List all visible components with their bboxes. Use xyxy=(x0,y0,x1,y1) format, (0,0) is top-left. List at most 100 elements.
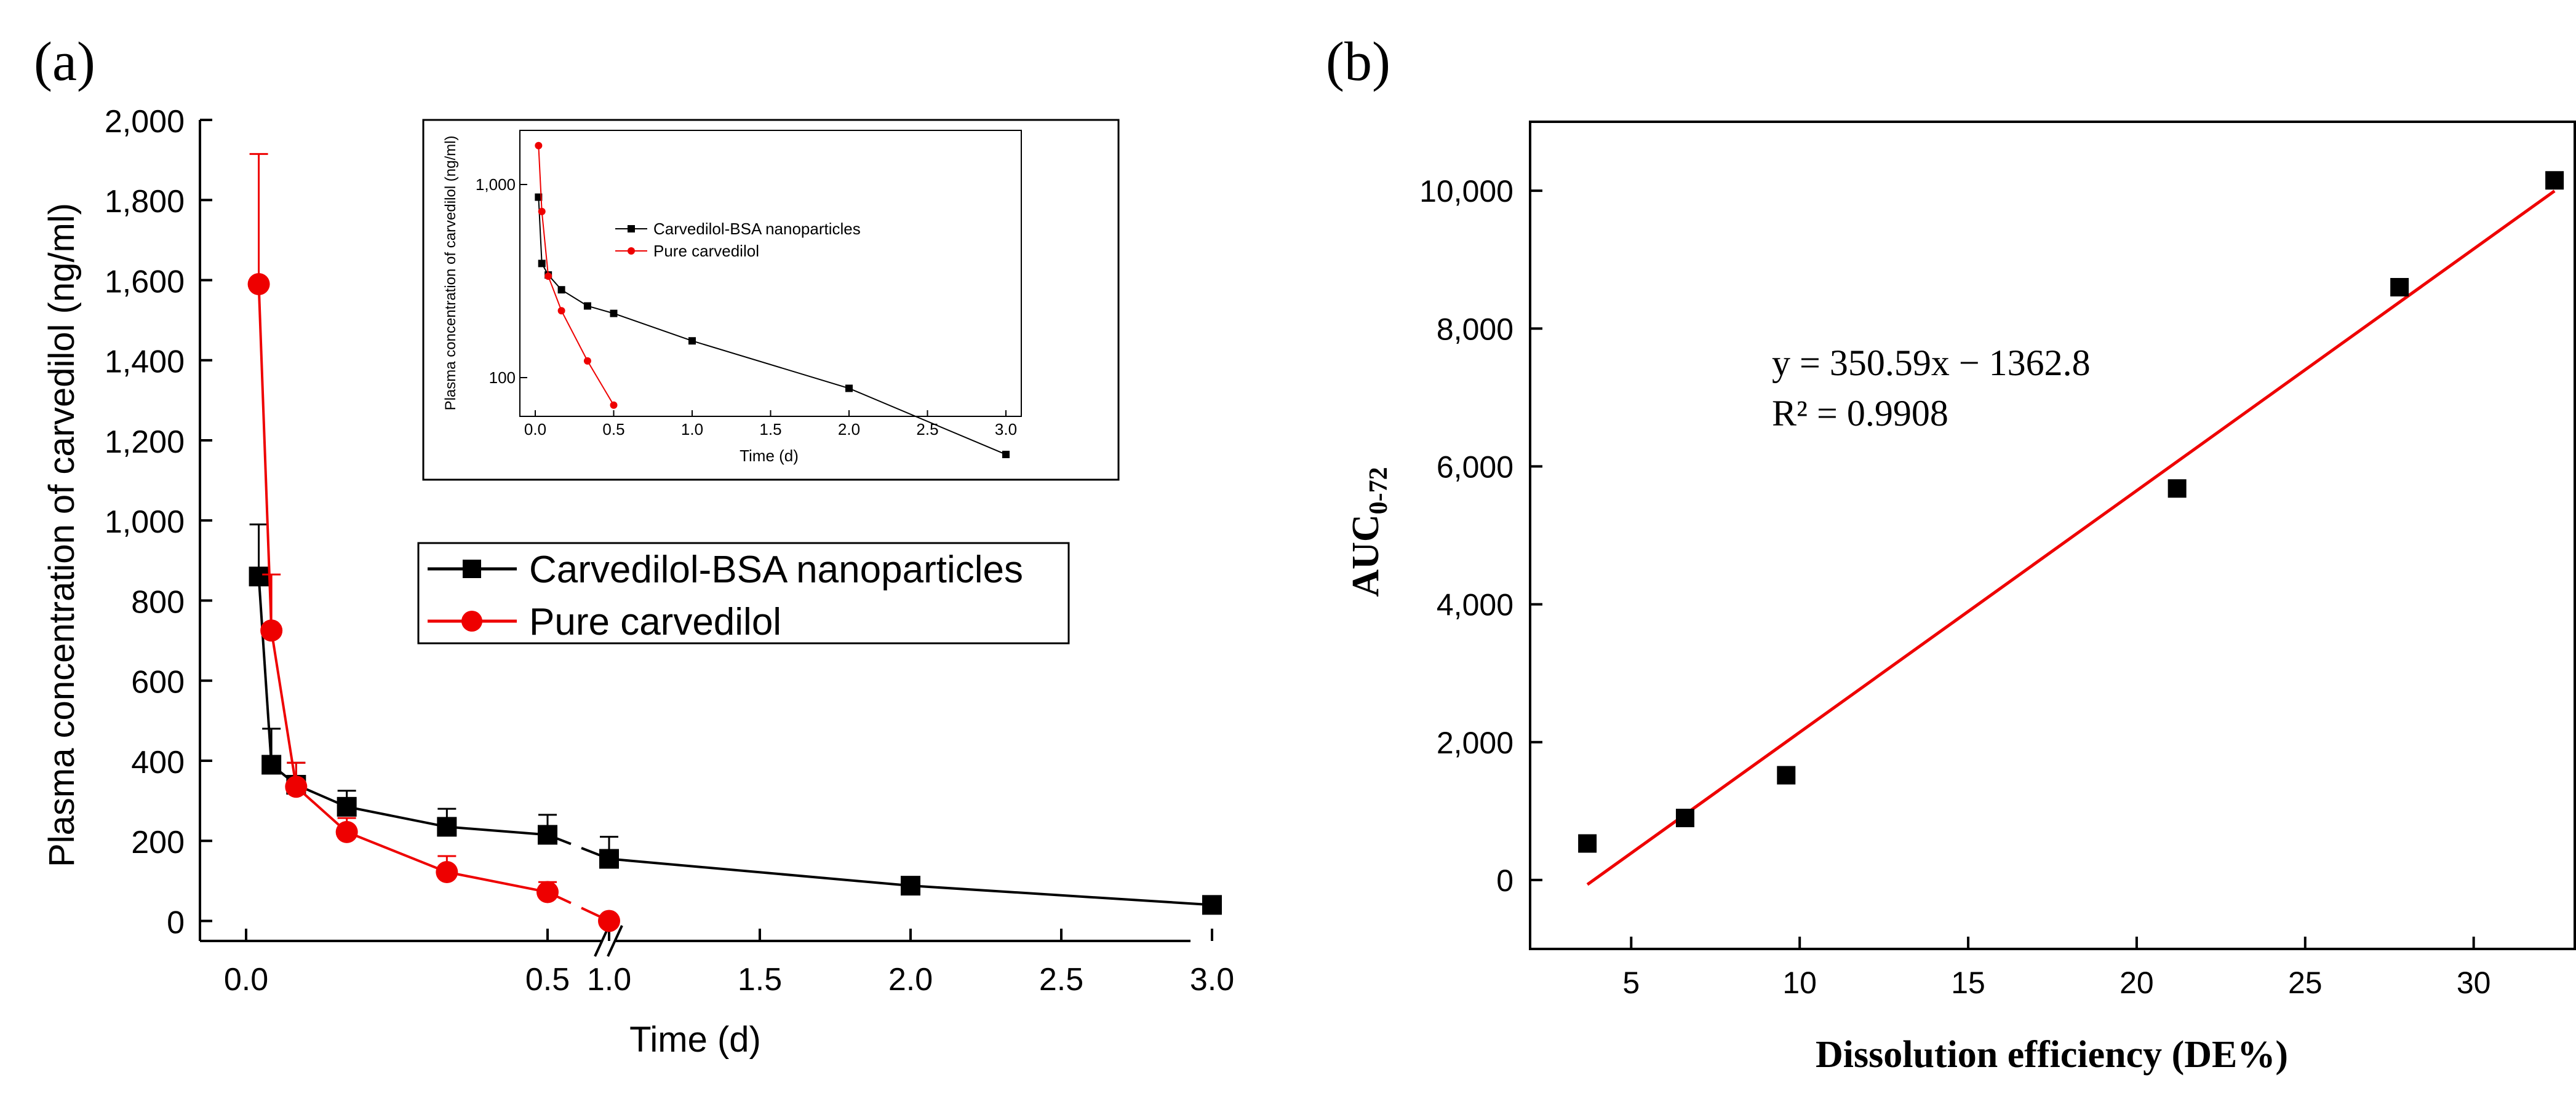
data-point-circle xyxy=(335,820,358,843)
y-tick-label: 1,000 xyxy=(105,504,185,540)
panel-b-x-ticks: 5 10 15 20 25 30 xyxy=(1622,937,2490,1000)
y-tick-label: 2,000 xyxy=(105,104,185,140)
data-point-square xyxy=(337,796,357,817)
series-line-segment xyxy=(346,831,448,873)
y-tick-label: 1,200 xyxy=(105,424,185,460)
series-line-segment xyxy=(270,630,298,787)
inset-point-square xyxy=(845,384,853,392)
inset-x-tick-label: 1.5 xyxy=(759,420,781,438)
inset-point-circle xyxy=(544,272,552,280)
legend-label-pure: Pure carvedilol xyxy=(529,601,781,643)
inset-frame xyxy=(422,119,1120,481)
panel-a-label: (a) xyxy=(34,31,95,92)
x-tick-label: 20 xyxy=(2119,966,2154,1000)
scatter-point xyxy=(1675,809,1694,828)
inset-point-circle xyxy=(610,401,618,409)
regression-line xyxy=(1586,189,2556,886)
x-tick-label: 5 xyxy=(1622,966,1640,1000)
panel-a-y-label: Plasma concentration of carvedilol (ng/m… xyxy=(42,203,82,867)
y-tick-label: 4,000 xyxy=(1437,588,1513,622)
inset-x-tick-label: 0.5 xyxy=(602,420,624,438)
series-line-segment xyxy=(295,785,348,833)
data-point-circle xyxy=(436,860,458,883)
scatter-point xyxy=(1777,766,1796,785)
data-point-circle xyxy=(598,910,620,932)
panel-a-axes xyxy=(199,120,1190,957)
y-tick-label: 6,000 xyxy=(1437,450,1513,484)
series-line-segment xyxy=(447,825,548,836)
x-tick-label: 2.5 xyxy=(1039,962,1083,998)
y-tick-label: 0 xyxy=(1496,863,1513,898)
y-tick-label: 800 xyxy=(131,584,185,620)
inset-y-tick-label: 100 xyxy=(489,368,516,387)
inset-point-square xyxy=(535,193,543,201)
x-tick-label: 2.0 xyxy=(888,962,933,998)
inset-point-square xyxy=(688,337,696,345)
panel-a-y-ticks: 0 200 400 600 800 1,000 1,200 1,400 1,600 1,800 2,… xyxy=(105,104,212,940)
series-line-segment xyxy=(346,805,447,828)
x-tick-label: 1.5 xyxy=(738,962,782,998)
scatter-point xyxy=(2390,278,2409,296)
y-tick-label: 1,400 xyxy=(105,344,185,380)
inset-point-square xyxy=(1002,450,1010,458)
x-tick-label: 0.5 xyxy=(525,962,570,998)
panel-b-points xyxy=(1578,171,2564,853)
r-squared-annotation: R² = 0.9908 xyxy=(1772,393,1948,434)
inset-y-tick-label: 1,000 xyxy=(476,175,516,194)
y-tick-label: 2,000 xyxy=(1437,726,1513,760)
x-tick-label: 1.0 xyxy=(587,962,631,998)
y-tick-label: 10,000 xyxy=(1419,174,1513,208)
scatter-point xyxy=(2545,171,2564,190)
legend-box xyxy=(417,542,1070,645)
y-tick-label: 400 xyxy=(131,745,185,780)
data-point-square xyxy=(1202,895,1222,915)
panel-b-label: (b) xyxy=(1326,31,1390,92)
legend-marker-circle xyxy=(461,611,482,632)
inset-y-label: Plasma concentration of carvedilol (ng/m… xyxy=(442,136,459,411)
panel-b-y-ticks: 0 2,000 4,000 6,000 8,000 10,000 xyxy=(1419,174,1542,898)
inset-x-tick-label: 3.0 xyxy=(995,420,1017,438)
inset-point-circle xyxy=(557,307,565,315)
y-tick-label: 1,800 xyxy=(105,184,185,220)
panel-b-x-label: Dissolution efficiency (DE%) xyxy=(1816,1034,2288,1076)
inset-x-tick-label: 1.0 xyxy=(681,420,703,438)
data-point-square xyxy=(261,755,282,775)
y-tick-label: 0 xyxy=(167,905,185,940)
x-tick-label: 30 xyxy=(2457,966,2491,1000)
inset-point-circle xyxy=(535,141,543,149)
x-tick-label: 15 xyxy=(1951,966,1985,1000)
panel-a-series xyxy=(247,153,1222,932)
y-tick-label: 600 xyxy=(131,665,185,700)
series-line-segment xyxy=(608,857,911,887)
inset-series xyxy=(535,141,1010,458)
inset-point-circle xyxy=(583,357,591,365)
panel-a-inset: 0.0 0.5 1.0 1.5 2.0 2.5 3.0 100 1,000 Plasma con… xyxy=(422,119,1120,481)
inset-point-square xyxy=(557,286,565,294)
scatter-point xyxy=(2167,479,2187,498)
y-label-subscript: 0-72 xyxy=(1365,467,1393,514)
inset-legend-nanoparticles: Carvedilol-BSA nanoparticles xyxy=(653,220,861,238)
inset-ticks: 0.0 0.5 1.0 1.5 2.0 2.5 3.0 100 1,000 xyxy=(476,175,1017,438)
data-point-square xyxy=(249,566,269,587)
data-point-circle xyxy=(536,881,559,903)
legend-marker-square xyxy=(463,560,481,578)
data-point-square xyxy=(538,825,557,845)
series-line-segment xyxy=(257,576,273,765)
x-tick-label: 0.0 xyxy=(224,962,268,998)
data-point-square xyxy=(599,849,619,869)
series-line-segment xyxy=(257,284,273,631)
data-point-square xyxy=(437,817,457,837)
y-label-main: AUC xyxy=(1345,514,1387,597)
x-tick-label: 25 xyxy=(2288,966,2323,1000)
inset-point-square xyxy=(610,309,618,317)
data-point-circle xyxy=(285,776,308,798)
panel-b-y-label: AUC0-72 xyxy=(1345,467,1393,597)
panel-b-frame xyxy=(1529,121,2576,950)
inset-x-tick-label: 0.0 xyxy=(524,420,546,438)
inset-x-tick-label: 2.0 xyxy=(838,420,860,438)
panel-a-x-label: Time (d) xyxy=(629,1020,761,1060)
panel-a-chart: 0 200 400 600 800 1,000 1,200 1,400 1,600 1,800 2,… xyxy=(42,104,1234,1060)
y-tick-label: 200 xyxy=(131,825,185,860)
panel-b-fit xyxy=(1586,189,2556,886)
